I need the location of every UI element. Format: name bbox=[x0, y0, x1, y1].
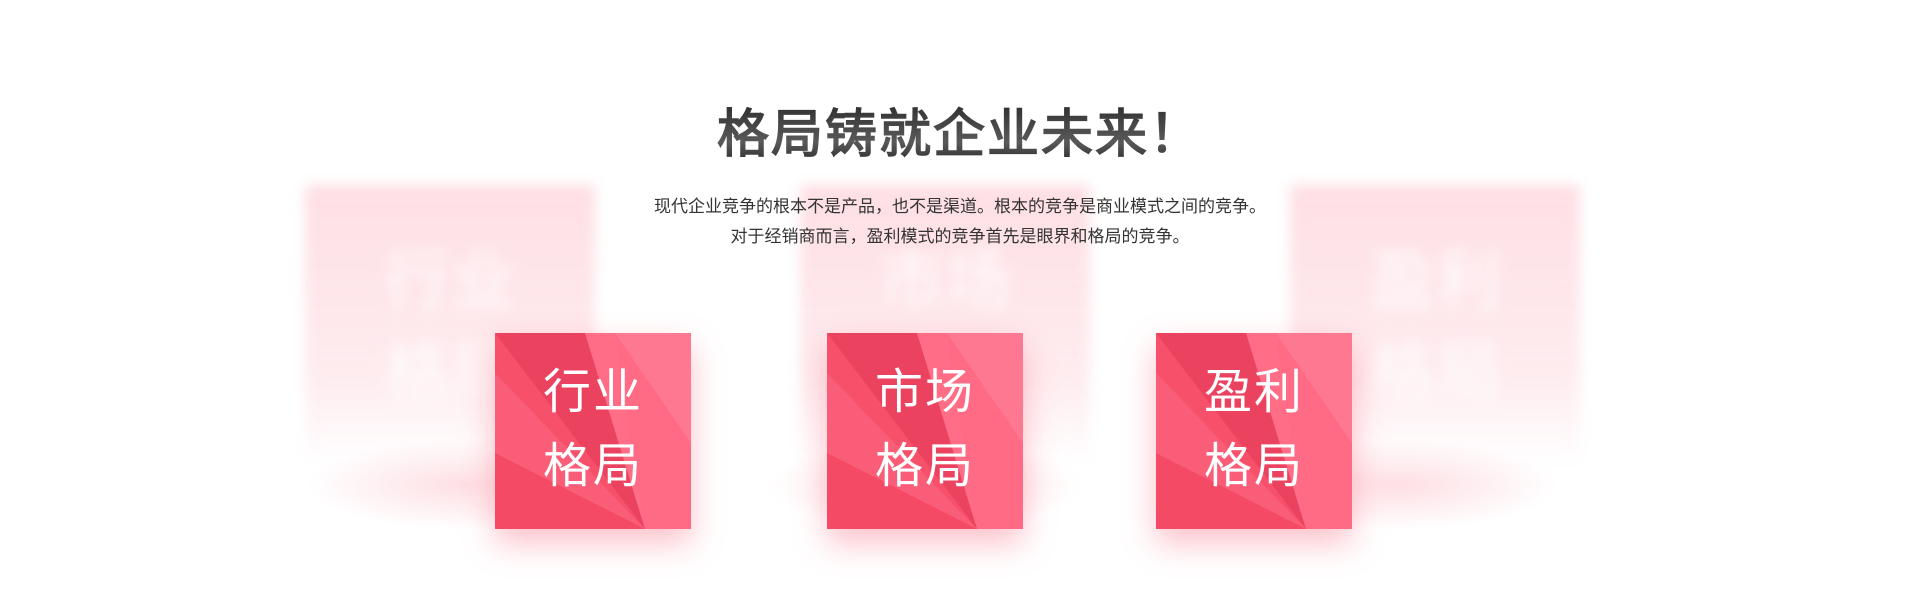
card-market-pattern[interactable]: 市场 格局 bbox=[827, 333, 1023, 529]
subtitle-line-2: 对于经销商而言，盈利模式的竞争首先是眼界和格局的竞争。 bbox=[730, 227, 1190, 247]
card-facet-pattern bbox=[1156, 333, 1352, 529]
subtitle-line-1: 现代企业竞争的根本不是产品，也不是渠道。根本的竞争是商业模式之间的竞争。 bbox=[654, 197, 1266, 217]
card-label: 行业 格局 bbox=[495, 355, 691, 503]
ghost-line1: 市场 bbox=[879, 242, 1011, 319]
card-label: 盈利 格局 bbox=[1156, 355, 1352, 503]
card-facet-pattern bbox=[495, 333, 691, 529]
ghost-card-text: 盈利 格局 bbox=[1290, 235, 1580, 419]
card-industry-pattern[interactable]: 行业 格局 bbox=[495, 333, 691, 529]
ghost-line2: 格局 bbox=[384, 334, 516, 411]
card-label-line2: 格局 bbox=[542, 438, 643, 494]
card-label-line1: 行业 bbox=[542, 364, 643, 420]
ghost-line1: 盈利 bbox=[1369, 242, 1501, 319]
ghost-card-text: 行业 格局 bbox=[305, 235, 595, 419]
ghost-line2: 格局 bbox=[1369, 334, 1501, 411]
card-facet-pattern bbox=[827, 333, 1023, 529]
card-label-line1: 市场 bbox=[874, 364, 975, 420]
card-label-line1: 盈利 bbox=[1203, 364, 1304, 420]
ghost-card-industry: 行业 格局 bbox=[305, 185, 595, 465]
card-label-line2: 格局 bbox=[1203, 438, 1304, 494]
card-label-line2: 格局 bbox=[874, 438, 975, 494]
page-title: 格局铸就企业未来！ bbox=[0, 100, 1920, 170]
ghost-line1: 行业 bbox=[384, 242, 516, 319]
card-label: 市场 格局 bbox=[827, 355, 1023, 503]
card-profit-pattern[interactable]: 盈利 格局 bbox=[1156, 333, 1352, 529]
